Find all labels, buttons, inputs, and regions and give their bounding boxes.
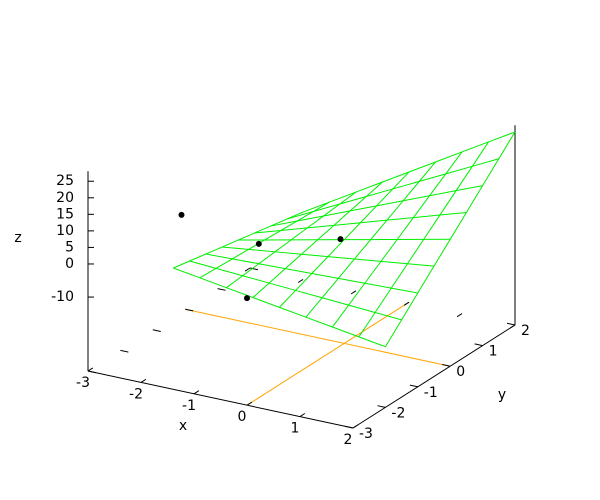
y-axis-line [352,324,516,429]
data-point [244,295,250,302]
x-axis-line [87,370,354,429]
data-point [255,240,262,247]
data-point [178,211,185,218]
x-tick [193,390,200,395]
x-tick-mirror [297,278,304,283]
y-tick-label: -1 [424,385,438,401]
x-tick-mirror [456,313,463,318]
y-tick-label: -2 [391,405,405,421]
mesh-column [305,161,436,318]
z-tick-label: 20 [56,190,74,206]
x-tick-mirror [350,290,357,295]
y-tick-label: -3 [359,426,373,442]
y-tick-mirror [120,349,129,353]
z-tick-label: 0 [65,256,74,272]
y-tick [506,322,516,326]
z-tick-label: 5 [65,239,74,255]
x-tick-mirror [403,301,410,306]
data-point [337,236,344,243]
x-tick-label: 0 [238,409,247,425]
mesh-column [226,191,357,289]
x-tick-label: -1 [182,398,196,414]
y-tick [377,405,386,408]
x-tick-mirror [509,324,516,329]
y-tick-mirror [87,370,97,374]
y-tick-label: 0 [456,364,465,380]
mesh-column [384,131,516,347]
y-tick-label: 1 [489,344,498,360]
x-tick [246,401,253,406]
mesh-column [358,141,489,338]
y-tick-mirror [249,267,259,271]
y-tick [474,343,483,347]
y-zero-axis [246,301,410,406]
z-tick-label: 25 [56,173,74,189]
y-tick [344,425,354,429]
x-tick [299,413,306,418]
z-tick-label: 15 [56,206,74,222]
mesh-column [279,171,410,308]
x-zero-axis [185,308,451,367]
y-tick-label: 2 [521,323,530,339]
x-tick-label: -2 [129,386,143,402]
x-axis-label: x [179,418,187,434]
mesh-column [173,211,304,269]
x-tick-label: 2 [344,432,353,448]
x-tick-mirror [244,267,251,272]
y-tick-mirror [152,329,161,332]
y-tick-mirror [217,288,226,291]
z-tick-label: 10 [56,223,74,239]
y-tick-mirror [185,308,194,312]
y-axis-label: y [498,387,506,403]
x-tick [87,367,94,372]
x-tick [352,424,359,429]
x-tick [140,378,147,383]
y-tick [409,384,418,388]
z-tick-label: -10 [51,289,74,305]
z-axis-label: z [14,230,21,246]
x-tick-label: 1 [291,421,300,437]
y-tick [442,364,451,367]
mesh-column [199,201,330,279]
x-tick-label: -3 [76,375,90,391]
mesh-column [252,181,383,298]
mesh-column [331,151,463,328]
